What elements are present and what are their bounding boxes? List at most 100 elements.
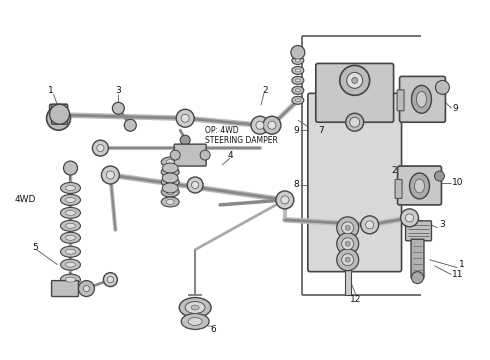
Circle shape <box>101 166 120 184</box>
Ellipse shape <box>295 89 300 92</box>
Ellipse shape <box>295 69 300 72</box>
Ellipse shape <box>166 189 174 194</box>
Ellipse shape <box>166 199 174 204</box>
FancyBboxPatch shape <box>316 63 393 122</box>
Circle shape <box>400 209 418 227</box>
Ellipse shape <box>166 180 174 184</box>
Circle shape <box>176 109 194 127</box>
Circle shape <box>337 217 359 239</box>
Ellipse shape <box>162 163 178 173</box>
Ellipse shape <box>66 249 75 254</box>
Ellipse shape <box>292 76 304 84</box>
Ellipse shape <box>410 173 429 199</box>
Circle shape <box>347 72 363 88</box>
Circle shape <box>124 119 136 131</box>
Ellipse shape <box>161 157 179 167</box>
Circle shape <box>366 221 374 229</box>
Circle shape <box>97 144 104 152</box>
Circle shape <box>281 196 289 204</box>
Ellipse shape <box>161 167 179 177</box>
Circle shape <box>340 66 369 95</box>
Ellipse shape <box>295 59 300 62</box>
Circle shape <box>200 150 210 160</box>
Ellipse shape <box>292 86 304 94</box>
Ellipse shape <box>66 235 75 240</box>
Text: 5: 5 <box>33 243 39 252</box>
Ellipse shape <box>66 262 75 267</box>
Circle shape <box>49 104 70 124</box>
Ellipse shape <box>162 183 178 193</box>
Ellipse shape <box>179 298 211 318</box>
Circle shape <box>181 114 189 122</box>
Text: 3: 3 <box>440 220 445 229</box>
FancyBboxPatch shape <box>308 93 401 272</box>
Circle shape <box>276 191 294 209</box>
FancyBboxPatch shape <box>395 180 402 198</box>
Circle shape <box>93 140 108 156</box>
FancyBboxPatch shape <box>51 280 78 297</box>
Ellipse shape <box>166 159 174 165</box>
Circle shape <box>352 77 358 84</box>
Circle shape <box>350 117 360 127</box>
Ellipse shape <box>181 314 209 329</box>
Circle shape <box>83 285 90 292</box>
Circle shape <box>106 171 115 179</box>
Circle shape <box>342 222 354 234</box>
Circle shape <box>291 45 305 59</box>
Ellipse shape <box>61 220 80 231</box>
FancyBboxPatch shape <box>174 144 206 166</box>
Circle shape <box>345 225 350 230</box>
Circle shape <box>268 121 276 129</box>
Ellipse shape <box>412 85 432 113</box>
Ellipse shape <box>166 170 174 175</box>
Text: 2: 2 <box>392 166 397 175</box>
FancyBboxPatch shape <box>399 76 445 122</box>
Circle shape <box>107 276 114 283</box>
FancyBboxPatch shape <box>411 239 424 278</box>
Ellipse shape <box>61 207 80 219</box>
Circle shape <box>406 214 414 222</box>
Text: 2: 2 <box>262 86 268 95</box>
Text: 4WD: 4WD <box>15 195 36 204</box>
FancyBboxPatch shape <box>49 104 68 116</box>
Text: 9: 9 <box>452 104 458 113</box>
FancyBboxPatch shape <box>397 90 404 111</box>
Text: 1: 1 <box>460 260 465 269</box>
FancyBboxPatch shape <box>51 104 68 124</box>
Circle shape <box>47 106 71 130</box>
Text: 1: 1 <box>48 86 53 95</box>
Circle shape <box>342 238 354 250</box>
Ellipse shape <box>61 232 80 243</box>
Text: 8: 8 <box>293 180 299 189</box>
Ellipse shape <box>292 57 304 64</box>
Ellipse shape <box>61 259 80 270</box>
Ellipse shape <box>66 185 75 190</box>
Circle shape <box>345 241 350 246</box>
Ellipse shape <box>416 91 426 107</box>
Text: 7: 7 <box>318 126 323 135</box>
Circle shape <box>342 254 354 266</box>
Ellipse shape <box>161 197 179 207</box>
Circle shape <box>436 80 449 94</box>
Text: 6: 6 <box>210 325 216 334</box>
Circle shape <box>435 171 444 181</box>
Text: 10: 10 <box>452 179 464 188</box>
Circle shape <box>345 257 350 262</box>
Ellipse shape <box>191 305 199 310</box>
Circle shape <box>78 280 95 297</box>
Ellipse shape <box>61 194 80 206</box>
Circle shape <box>103 273 118 287</box>
Ellipse shape <box>295 99 300 102</box>
Circle shape <box>256 121 264 129</box>
Circle shape <box>112 102 124 114</box>
Ellipse shape <box>161 187 179 197</box>
Ellipse shape <box>66 277 75 282</box>
Circle shape <box>187 177 203 193</box>
Circle shape <box>361 216 379 234</box>
Text: 3: 3 <box>116 86 121 95</box>
Ellipse shape <box>66 197 75 202</box>
Ellipse shape <box>415 179 424 193</box>
Ellipse shape <box>162 173 178 183</box>
Ellipse shape <box>292 96 304 104</box>
Ellipse shape <box>61 183 80 193</box>
